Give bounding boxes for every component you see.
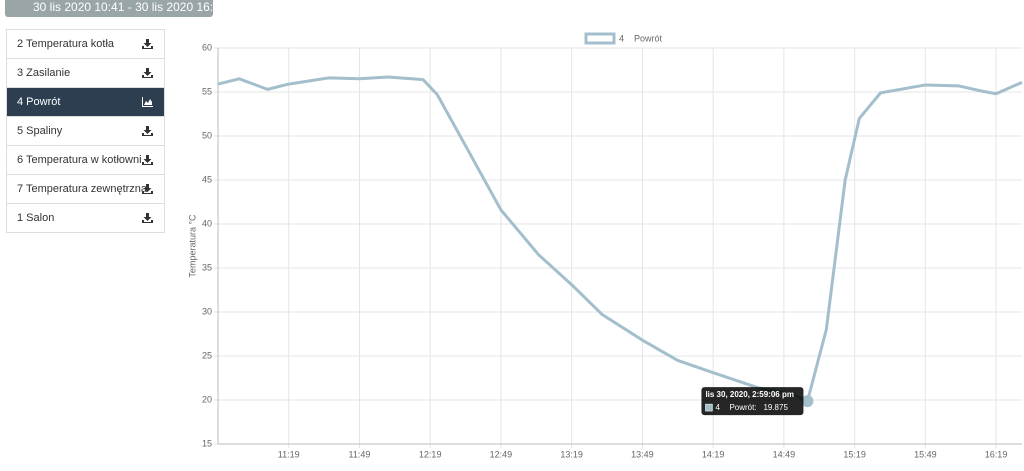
menu-item[interactable]: 2 Temperatura kotła bbox=[7, 30, 164, 58]
y-tick-label: 35 bbox=[202, 262, 212, 272]
menu-item[interactable]: 4 Powrót bbox=[7, 87, 164, 116]
download-icon[interactable] bbox=[142, 126, 153, 136]
menu-item[interactable]: 7 Temperatura zewnętrzna bbox=[7, 174, 164, 203]
menu-item[interactable]: 1 Salon bbox=[7, 203, 164, 232]
menu-item[interactable]: 6 Temperatura w kotłowni bbox=[7, 145, 164, 174]
y-tick-label: 50 bbox=[202, 130, 212, 140]
y-tick-label: 20 bbox=[202, 394, 212, 404]
y-tick-label: 15 bbox=[202, 438, 212, 448]
tooltip-box bbox=[701, 387, 804, 416]
legend-label: Powrót bbox=[634, 33, 663, 43]
data-line bbox=[217, 75, 1023, 403]
tooltip-label: Powrót: bbox=[729, 403, 756, 412]
download-icon[interactable] bbox=[142, 155, 153, 165]
legend-swatch bbox=[584, 32, 616, 45]
tooltip-swatch bbox=[705, 403, 713, 412]
y-tick-label: 25 bbox=[202, 350, 212, 360]
x-tick-label: 12:49 bbox=[490, 449, 513, 459]
y-tick-label: 30 bbox=[202, 306, 212, 316]
x-tick-label: 11:19 bbox=[278, 449, 300, 459]
download-icon[interactable] bbox=[142, 68, 153, 78]
download-icon[interactable] bbox=[142, 184, 153, 194]
x-tick-label: 12:19 bbox=[419, 449, 442, 459]
y-tick-label: 45 bbox=[202, 174, 212, 184]
x-tick-label: 13:19 bbox=[560, 449, 583, 459]
y-tick-label: 40 bbox=[202, 218, 212, 228]
y-tick-label: 60 bbox=[202, 42, 212, 52]
tooltip-series: 4 bbox=[715, 403, 720, 412]
sensor-menu: 2 Temperatura kotła 3 Zasilanie 4 Powrót 5 … bbox=[6, 29, 165, 233]
x-tick-label: 14:19 bbox=[702, 449, 725, 459]
chart-icon[interactable] bbox=[142, 97, 153, 107]
x-tick-label: 11:49 bbox=[349, 449, 371, 459]
tooltip-title: lis 30, 2020, 2:59:06 pm bbox=[705, 390, 794, 399]
y-axis-label: Temperatura °C bbox=[187, 214, 197, 278]
x-tick-label: 14:49 bbox=[773, 449, 796, 459]
download-icon[interactable] bbox=[142, 39, 153, 49]
legend-label: 4 bbox=[619, 33, 624, 43]
y-tick-label: 55 bbox=[202, 86, 212, 96]
x-tick-label: 16:19 bbox=[985, 449, 1008, 459]
x-tick-label: 15:49 bbox=[914, 449, 937, 459]
download-icon[interactable] bbox=[142, 213, 153, 223]
date-range-button[interactable]: 30 lis 2020 10:41 - 30 lis 2020 16:41 bbox=[5, 0, 213, 17]
menu-item[interactable]: 3 Zasilanie bbox=[7, 58, 164, 87]
x-tick-label: 13:49 bbox=[631, 449, 654, 459]
x-tick-label: 15:19 bbox=[843, 449, 866, 459]
hover-point bbox=[801, 395, 814, 408]
menu-item[interactable]: 5 Spaliny bbox=[7, 116, 164, 145]
tooltip-value: 19.875 bbox=[763, 403, 788, 412]
